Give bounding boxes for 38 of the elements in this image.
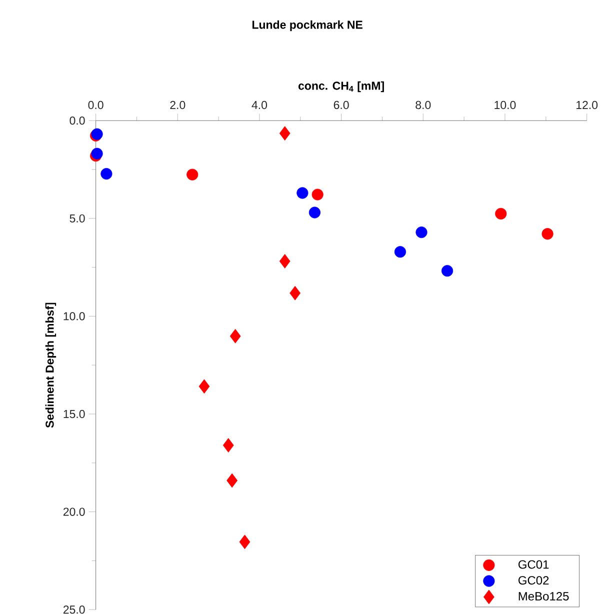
point bbox=[230, 328, 241, 344]
point bbox=[226, 473, 238, 488]
x-tick-label: 6.0 bbox=[334, 100, 349, 110]
y-tick-label: 5.0 bbox=[70, 214, 85, 222]
x-tick-label: 12.0 bbox=[576, 100, 598, 110]
point bbox=[198, 379, 210, 394]
point bbox=[279, 254, 290, 268]
legend-label: MeBo125 bbox=[518, 592, 569, 601]
x-axis-title: conc. CH$_{4}$ [mM] bbox=[298, 81, 384, 92]
point bbox=[542, 228, 554, 240]
x-tick-label: 8.0 bbox=[416, 100, 431, 110]
point bbox=[296, 187, 308, 199]
x-tick-label: 2.0 bbox=[170, 100, 186, 110]
y-tick-label: 15.0 bbox=[64, 410, 85, 418]
legend-label: GC01 bbox=[518, 560, 549, 569]
point bbox=[186, 168, 198, 180]
y-tick-label: 25.0 bbox=[63, 606, 85, 614]
point bbox=[100, 168, 112, 180]
y-tick-label: 20.0 bbox=[63, 508, 85, 516]
point bbox=[308, 206, 321, 218]
x-tick-label: 10.0 bbox=[494, 100, 516, 110]
y-tick-label: 0.0 bbox=[70, 116, 85, 125]
point bbox=[441, 265, 454, 277]
point bbox=[416, 226, 428, 238]
x-tick-label: 0.0 bbox=[88, 100, 104, 110]
legend-label: GC02 bbox=[518, 576, 549, 585]
point bbox=[312, 188, 324, 200]
point bbox=[394, 246, 406, 258]
point bbox=[222, 438, 234, 452]
point bbox=[239, 534, 250, 550]
x-tick-label: 4.0 bbox=[252, 100, 268, 110]
point bbox=[495, 208, 507, 220]
point bbox=[279, 126, 290, 141]
point bbox=[290, 286, 301, 300]
y-tick-label: 10.0 bbox=[64, 312, 85, 320]
point bbox=[91, 148, 103, 160]
chart-title: Lunde pockmark NE bbox=[252, 20, 362, 32]
y-axis-title: Sediment Depth [mbsf] bbox=[45, 302, 56, 428]
